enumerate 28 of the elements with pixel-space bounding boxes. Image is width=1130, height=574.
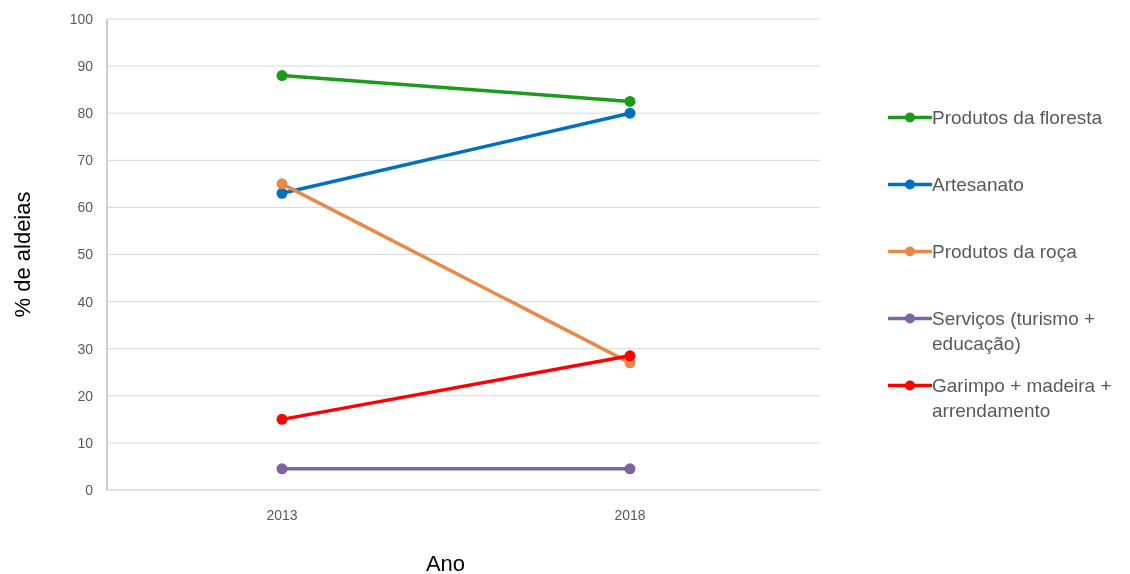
y-tick-label: 100 bbox=[69, 10, 94, 27]
point bbox=[624, 95, 636, 107]
point bbox=[276, 463, 288, 475]
legend-label: Serviços (turismo + educação) bbox=[932, 307, 1097, 356]
x-tick-label: 2013 bbox=[266, 506, 298, 523]
point bbox=[624, 107, 636, 119]
legend-label: Garimpo + madeira + arrendamento bbox=[932, 374, 1113, 423]
x-tick-label: 2018 bbox=[614, 506, 646, 523]
y-tick-label: 20 bbox=[77, 387, 94, 404]
y-tick-label: 90 bbox=[77, 58, 94, 75]
point bbox=[276, 70, 288, 82]
y-axis-title: % de aldeias bbox=[9, 191, 35, 318]
y-tick-label: 40 bbox=[77, 293, 94, 310]
y-tick-label: 10 bbox=[77, 434, 94, 451]
point bbox=[624, 350, 636, 362]
x-axis-title: Ano bbox=[425, 550, 466, 574]
y-tick-label: 30 bbox=[77, 340, 94, 357]
y-tick-label: 60 bbox=[77, 199, 94, 216]
legend-label: Produtos da roça bbox=[932, 240, 1078, 264]
legend-label: Produtos da floresta bbox=[932, 106, 1104, 130]
point bbox=[276, 178, 288, 190]
y-tick-label: 50 bbox=[77, 246, 94, 263]
point bbox=[276, 413, 288, 425]
y-tick-label: 0 bbox=[85, 481, 94, 498]
point bbox=[624, 463, 636, 475]
y-tick-label: 70 bbox=[77, 152, 94, 169]
y-tick-label: 80 bbox=[77, 105, 94, 122]
legend-label: Artesanato bbox=[932, 173, 1025, 197]
